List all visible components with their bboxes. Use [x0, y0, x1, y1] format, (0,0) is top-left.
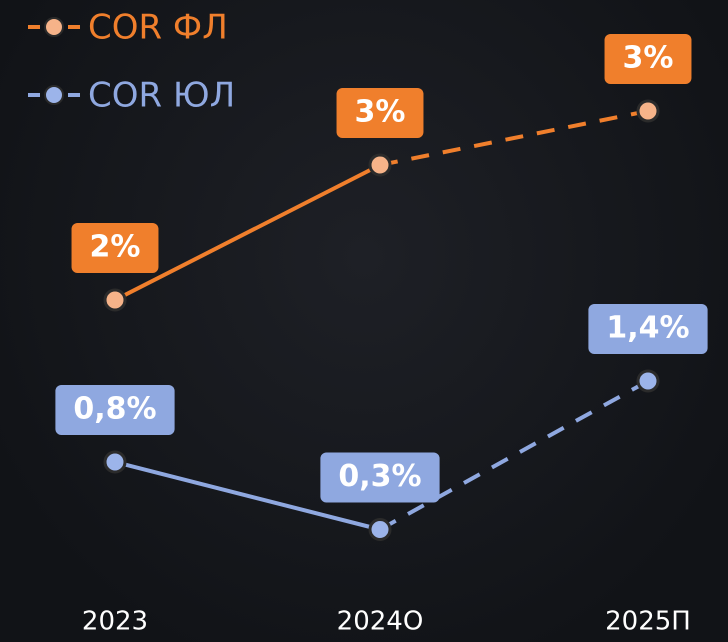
value-label-box: [604, 34, 692, 84]
data-point: [636, 99, 660, 123]
legend-marker: [44, 17, 64, 37]
value-label-box: [336, 88, 424, 138]
value-label: 3%: [336, 88, 424, 138]
value-label-text: 2%: [90, 230, 141, 265]
value-label-text: 0,3%: [338, 459, 421, 494]
value-label-text: 3%: [623, 41, 674, 76]
value-label-box: [588, 304, 708, 354]
series-line: [379, 109, 649, 167]
legend-label: COR ЮЛ: [88, 76, 235, 116]
value-label-box: [55, 385, 175, 435]
legend-label: COR ФЛ: [88, 8, 228, 48]
value-label: 0,8%: [55, 385, 175, 435]
value-label-text: 0,8%: [73, 392, 156, 427]
x-tick-label: 2023: [82, 607, 148, 637]
series-line: [114, 163, 381, 302]
value-label: 2%: [71, 223, 159, 273]
value-label-text: 3%: [355, 95, 406, 130]
x-tick-label: 2025П: [605, 607, 691, 637]
data-point: [368, 153, 392, 177]
value-label: 1,4%: [588, 304, 708, 354]
x-tick-label: 2024О: [337, 607, 424, 637]
data-point: [103, 288, 127, 312]
data-point: [368, 518, 392, 541]
value-label-text: 1,4%: [606, 311, 689, 346]
data-point: [636, 369, 660, 393]
value-label: 0,3%: [320, 452, 440, 503]
series-line: [114, 460, 381, 532]
data-point: [103, 450, 127, 474]
value-label: 3%: [604, 34, 692, 84]
legend-marker: [44, 85, 64, 105]
value-label-box: [71, 223, 159, 273]
value-label-box: [320, 452, 440, 503]
